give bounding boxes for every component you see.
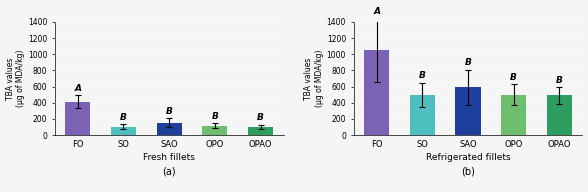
Bar xyxy=(248,127,273,135)
Text: B: B xyxy=(556,76,563,85)
Y-axis label: TBA values
(μg of MDA/kg): TBA values (μg of MDA/kg) xyxy=(305,50,324,107)
Text: B: B xyxy=(257,113,264,122)
Bar xyxy=(547,95,572,135)
X-axis label: Fresh fillets: Fresh fillets xyxy=(143,153,195,162)
Text: B: B xyxy=(419,71,426,80)
Bar xyxy=(111,127,136,135)
Text: B: B xyxy=(120,113,127,122)
Bar xyxy=(65,102,91,135)
Bar xyxy=(156,123,182,135)
Text: A: A xyxy=(74,84,81,93)
Text: (a): (a) xyxy=(162,167,176,177)
Text: B: B xyxy=(465,58,472,67)
X-axis label: Refrigerated fillets: Refrigerated fillets xyxy=(426,153,510,162)
Bar xyxy=(456,87,480,135)
Bar xyxy=(202,126,228,135)
Bar xyxy=(501,95,526,135)
Bar xyxy=(410,95,435,135)
Text: (b): (b) xyxy=(461,167,475,177)
Text: A: A xyxy=(373,7,380,16)
Bar xyxy=(364,50,389,135)
Y-axis label: TBA values
(μg of MDA/kg): TBA values (μg of MDA/kg) xyxy=(5,50,25,107)
Text: B: B xyxy=(166,107,173,116)
Text: B: B xyxy=(510,73,517,82)
Text: B: B xyxy=(212,112,218,121)
